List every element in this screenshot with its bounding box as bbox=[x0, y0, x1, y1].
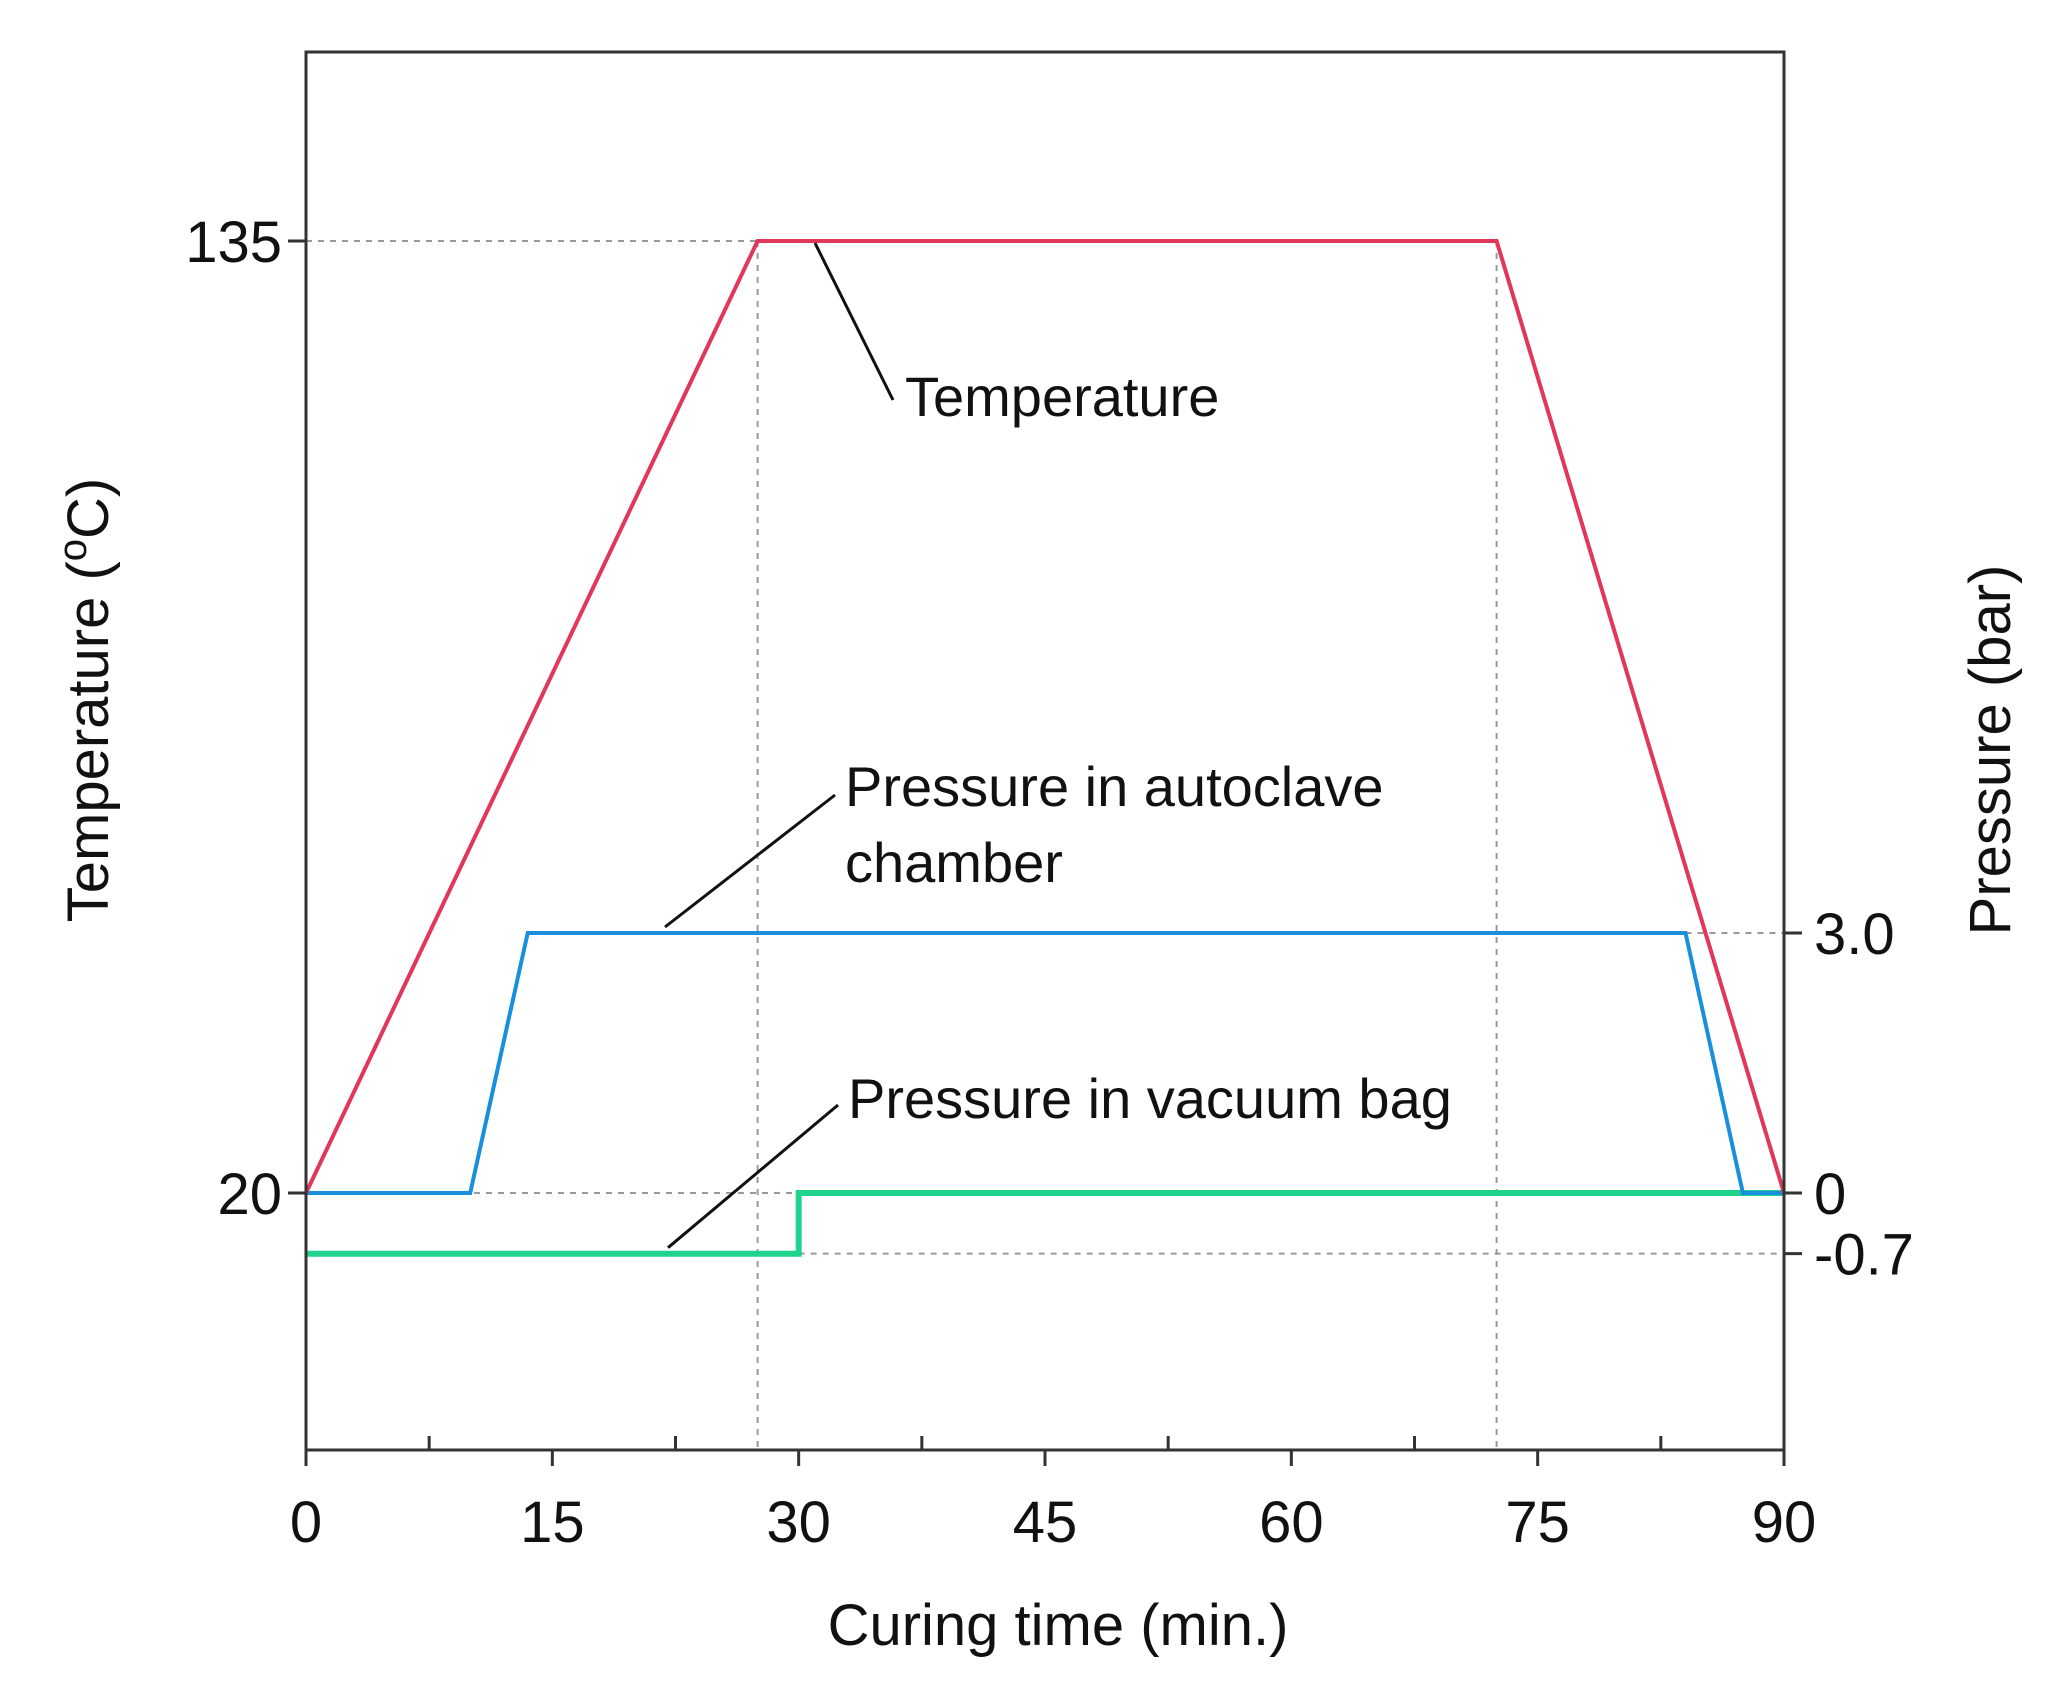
y-left-title-part-before: Temperature ( bbox=[56, 561, 121, 922]
x-axis-title: Curing time (min.) bbox=[828, 1593, 1289, 1658]
plot-frame bbox=[304, 50, 1786, 1452]
leader-vacuum-bag bbox=[667, 1103, 839, 1249]
x-tick-label-0: 0 bbox=[290, 1490, 322, 1555]
y-right-tick-label-0: 0 bbox=[1814, 1162, 1846, 1227]
y-right-tick-label-3: 3.0 bbox=[1814, 902, 1895, 967]
annotation-vacuum-bag: Pressure in vacuum bag bbox=[848, 1067, 1452, 1130]
x-tick-label-15: 15 bbox=[520, 1490, 585, 1555]
y-left-tick-label-135: 135 bbox=[185, 210, 282, 275]
annotation-temperature: Temperature bbox=[905, 365, 1219, 428]
y-left-axis-title: Temperature (oC) bbox=[51, 478, 121, 922]
y-right-axis-title: Pressure (bar) bbox=[1958, 565, 2023, 936]
leader-temperature bbox=[813, 242, 895, 401]
x-tick-label-60: 60 bbox=[1259, 1490, 1324, 1555]
annotation-autoclave-line2: chamber bbox=[845, 831, 1063, 894]
x-tick-label-90: 90 bbox=[1752, 1490, 1817, 1555]
x-tick-label-75: 75 bbox=[1505, 1490, 1570, 1555]
data-series bbox=[304, 239, 1786, 1257]
y-left-title-degree: o bbox=[51, 539, 95, 561]
y-left-tick-label-20: 20 bbox=[217, 1162, 282, 1227]
y-left-title-part-after: C) bbox=[56, 478, 121, 539]
y-right-tick-label-minus-0-7: -0.7 bbox=[1814, 1223, 1914, 1288]
reference-guides bbox=[306, 240, 1784, 1450]
x-tick-label-30: 30 bbox=[766, 1490, 831, 1555]
series-line-pressure-in-autoclave-chamber bbox=[306, 931, 1784, 1195]
annotation-leaders bbox=[664, 242, 895, 1249]
leader-autoclave bbox=[664, 793, 836, 929]
annotation-autoclave-line1: Pressure in autoclave bbox=[845, 755, 1384, 818]
series-line-temperature bbox=[304, 239, 1786, 1194]
x-tick-label-45: 45 bbox=[1013, 1490, 1078, 1555]
series-line-pressure-in-vacuum-bag bbox=[306, 1190, 1784, 1257]
